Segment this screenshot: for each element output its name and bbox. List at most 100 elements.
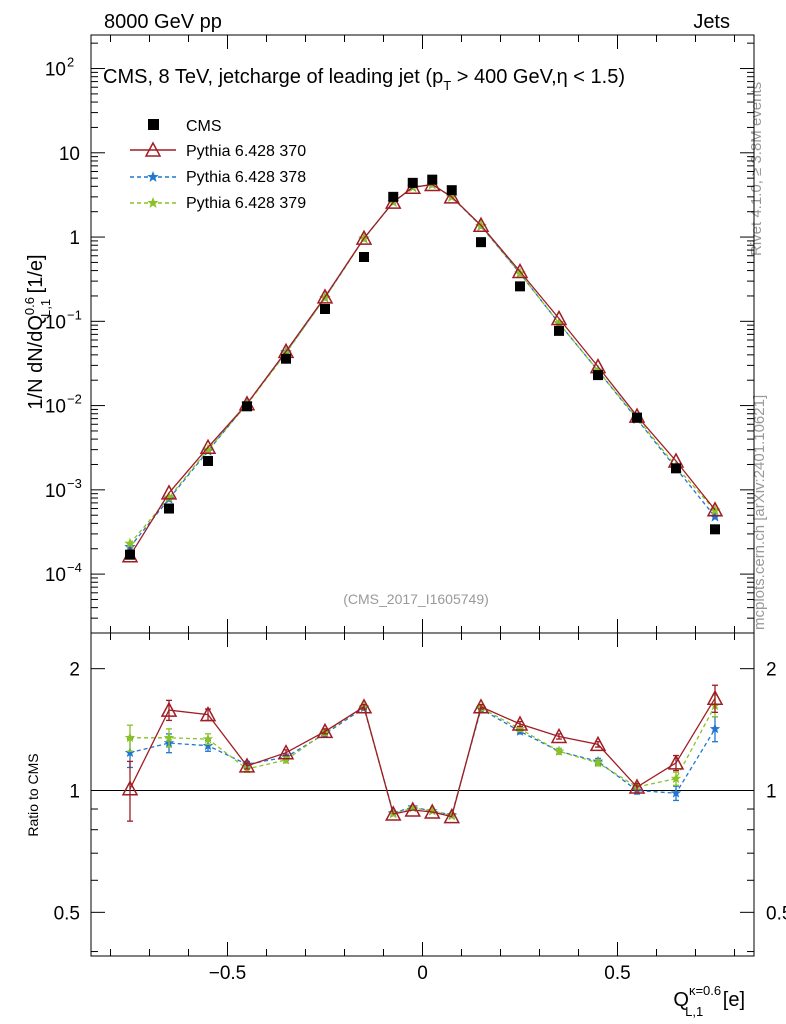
main-point-370 (160, 484, 178, 500)
main-point-379 (280, 347, 292, 358)
main-point-cms (554, 325, 564, 336)
main-point-379 (592, 364, 604, 376)
main-point-379 (553, 317, 565, 328)
x-tick-label: 0 (417, 963, 428, 984)
main-y-tick-label: 10 (45, 481, 66, 502)
rivet-label: Rivet 4.1.0, ≥ 3.8M events (748, 82, 765, 256)
ratio-point-378 (709, 723, 721, 734)
main-point-370 (472, 216, 490, 233)
legend-star-378 (147, 171, 159, 182)
legend-marker-cms (148, 119, 159, 130)
ratio-point-379 (124, 732, 136, 743)
header-left: 8000 GeV pp (104, 11, 222, 33)
ratio-line-379 (130, 705, 716, 817)
main-point-cms (476, 237, 486, 248)
ratio-point-379 (553, 745, 565, 756)
main-ticks (91, 35, 754, 634)
legend-label-cms: CMS (186, 118, 222, 135)
main-point-370 (550, 309, 568, 326)
ratio-point-370 (706, 689, 724, 706)
mcplots-label: mcplots.cern.ch [arXiv:2401.10621] (751, 395, 768, 630)
main-line-370 (129, 183, 716, 557)
main-point-370 (199, 438, 217, 455)
ratio-point-370 (160, 701, 178, 717)
ratio-point-370 (199, 706, 217, 722)
ratio-point-370 (443, 808, 461, 824)
ratio-point-370 (511, 715, 529, 731)
ratio-point-370 (423, 803, 441, 819)
ratio-y-axis-label: Ratio to CMS (25, 753, 41, 836)
main-point-cms (164, 503, 174, 514)
main-point-cms (446, 185, 457, 196)
main-series (121, 174, 724, 563)
legend-marker-379 (147, 197, 159, 208)
main-y-tick-label: 1 (69, 228, 80, 249)
main-y-tick-label: 10 (45, 312, 66, 333)
header-right: Jets (693, 11, 730, 33)
legend-star-379 (147, 197, 159, 208)
ratio-point-370 (667, 754, 685, 770)
ratio-point-379 (407, 802, 418, 813)
legend-label-379: Pythia 6.428 379 (186, 195, 306, 212)
main-point-cms (593, 370, 603, 381)
x-tick-label: −0.5 (209, 963, 247, 984)
ratio-point-370 (628, 778, 646, 794)
x-tick-label: 0.5 (604, 963, 630, 984)
main-point-378 (124, 541, 136, 552)
main-y-tick-label: 10 (45, 565, 66, 586)
main-point-379 (709, 504, 721, 516)
ratio-point-370 (316, 722, 334, 739)
main-point-cms (125, 549, 135, 560)
ratio-y-tick-label-right: 2 (766, 660, 777, 681)
main-y-tick-exp: −4 (67, 560, 82, 575)
main-point-cms (388, 191, 399, 202)
main-point-370 (443, 188, 461, 204)
ratio-point-378 (202, 740, 214, 751)
ratio-point-379 (670, 773, 682, 784)
main-point-379 (163, 491, 175, 503)
ratio-y-tick-label-left: 1 (69, 781, 80, 802)
main-point-cms (242, 401, 252, 412)
legend-marker-378 (147, 171, 159, 182)
ratio-point-370 (384, 805, 402, 821)
ratio-point-379 (592, 757, 604, 768)
main-y-tick-label: 10 (45, 397, 66, 418)
ratio-point-379 (163, 732, 175, 743)
ratio-point-378 (124, 747, 136, 758)
main-point-cms (710, 524, 720, 535)
ratio-y-tick-labels: 0.5 0.5 1 1 2 2 (54, 660, 786, 925)
ratio-point-370 (277, 744, 295, 760)
ratio-point-379 (427, 805, 438, 816)
main-point-370 (511, 262, 529, 279)
main-point-cms (320, 304, 330, 315)
legend-marker-370 (144, 141, 162, 157)
ratio-y-tick-label-left: 2 (69, 660, 80, 681)
ratio-y-tick-label-right: 0.5 (766, 903, 786, 924)
main-point-379 (202, 443, 214, 455)
main-point-370 (355, 229, 373, 245)
ratio-point-370 (550, 727, 568, 744)
main-y-tick-label: 10 (59, 144, 80, 165)
main-point-379 (124, 537, 136, 549)
ratio-point-370 (404, 801, 422, 817)
ratio-line-370 (129, 697, 716, 818)
main-point-cms (632, 412, 642, 423)
main-point-cms (281, 353, 291, 364)
main-point-cms (203, 455, 213, 466)
ratio-point-370 (121, 780, 139, 796)
ratio-point-379 (202, 733, 214, 744)
ratio-point-379 (514, 723, 526, 734)
ratio-point-370 (238, 757, 256, 773)
legend-label-370: Pythia 6.428 370 (186, 143, 306, 160)
main-y-tick-label: 10 (45, 60, 66, 81)
main-y-tick-exp: −1 (67, 307, 82, 322)
analysis-id: (CMS_2017_I1605749) (343, 591, 489, 607)
main-y-tick-exp: −2 (67, 392, 82, 407)
ratio-point-370 (589, 735, 607, 752)
main-point-370 (316, 288, 334, 304)
main-point-370 (706, 501, 724, 517)
ratio-y-tick-label-right: 1 (766, 781, 777, 802)
main-point-cms (427, 174, 438, 185)
main-point-cms (407, 177, 418, 188)
